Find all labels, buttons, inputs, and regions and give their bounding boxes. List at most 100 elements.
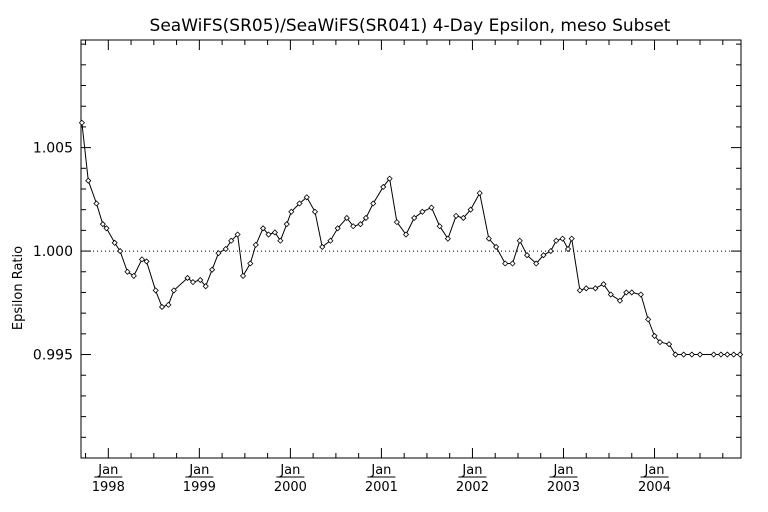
data-point [202,283,209,290]
data-point [283,221,290,228]
data-point [78,119,85,126]
x-tick-month-label: Jan [97,463,118,478]
data-point [370,200,377,207]
data-point [509,260,516,267]
data-point [737,351,744,358]
data-point [117,248,124,255]
data-point [319,243,326,250]
data-point [386,175,393,182]
data-point [672,351,679,358]
data-point [524,252,531,259]
data-point [209,266,216,273]
data-point [592,285,599,292]
data-point [452,212,460,219]
data-point [623,289,630,296]
data-point [576,287,583,294]
chart-title: SeaWiFS(SR05)/SeaWiFS(SR041) 4-Day Epsil… [150,16,671,36]
x-tick-year-label: 2001 [365,480,398,495]
data-point [334,225,341,232]
data-point [228,237,235,244]
data-point [111,239,118,246]
data-point [460,214,467,222]
data-point [559,235,566,242]
axes-layer: 0.995 1.000 1.005 Jan 1998 Jan 1999 Jan 2000 Jan 2… [33,39,742,495]
series-layer [78,119,744,358]
data-point [419,208,426,215]
data-point [607,291,614,298]
data-point [357,221,364,228]
data-point [99,221,106,228]
data-point [564,245,572,253]
y-tick-label: 1.000 [33,244,73,260]
data-point [184,274,191,282]
data-point [436,223,443,230]
data-point [303,194,310,201]
data-point [222,245,229,253]
data-point [252,241,259,248]
data-point [103,225,110,232]
data-point [138,256,146,263]
data-point [130,272,137,279]
data-point [710,351,717,358]
data-point [215,250,222,257]
data-point [533,260,540,267]
data-point [402,231,410,238]
data-point [502,260,509,267]
data-point [730,351,737,358]
data-point [327,237,334,244]
data-point [651,332,658,339]
x-tick-year-label: 2002 [456,480,489,495]
data-point [553,237,560,244]
data-point [485,235,492,242]
x-tick-month-label: Jan [279,463,300,478]
data-point [85,177,92,184]
data-point [170,287,177,294]
data-point [260,225,267,232]
data-point [265,231,272,238]
data-point [343,214,350,222]
y-axis-label: Epsilon Ratio [11,246,26,330]
x-tick-year-label: 2003 [547,480,580,495]
x-tick-month-label: Jan [643,463,664,478]
x-tick-month-label: Jan [461,463,482,478]
data-point [717,351,725,358]
data-point [628,289,635,296]
x-tick-year-label: 1999 [183,480,216,495]
data-point [600,281,607,288]
data-point [583,285,590,292]
data-point [277,237,284,244]
data-point [696,351,704,358]
data-point [493,243,500,250]
data-point [476,190,483,197]
data-point [688,351,695,358]
y-tick-label: 0.995 [33,348,73,364]
data-point [143,258,150,265]
data-point [296,200,303,207]
data-point [197,276,204,284]
x-tick-month-label: Jan [188,463,209,478]
data-point [288,208,295,215]
x-tick-year-label: 2004 [638,480,671,495]
x-tick-month-label: Jan [370,463,391,478]
data-point [516,237,523,244]
data-point [680,351,687,358]
data-point [656,339,664,346]
data-point [428,204,435,211]
data-point [568,235,575,242]
data-point [540,252,547,259]
data-point [444,235,451,242]
data-point [411,214,418,222]
data-point [645,316,652,323]
data-point [165,301,172,308]
data-point [271,229,278,236]
data-point [666,341,673,348]
data-point [234,231,241,238]
data-point [380,183,387,190]
x-tick-year-label: 1998 [92,480,125,495]
x-tick-month-label: Jan [552,463,573,478]
data-point [724,351,731,358]
data-point [158,303,166,311]
data-point [152,287,159,294]
